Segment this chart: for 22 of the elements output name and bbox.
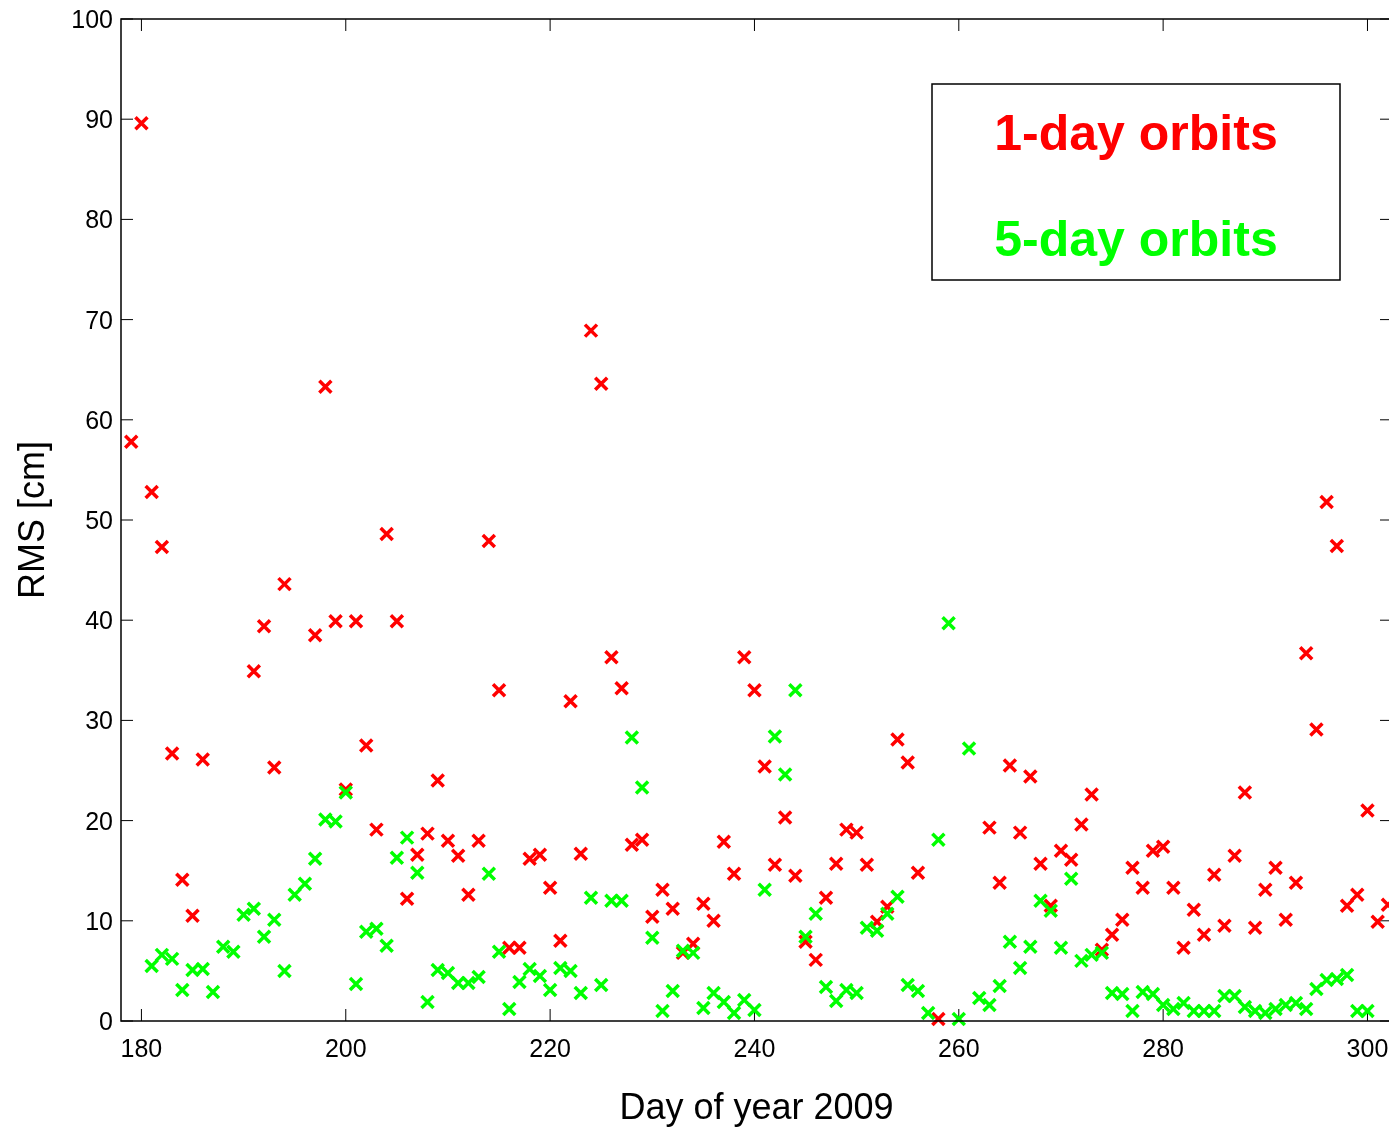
y-tick-label: 80 [85,205,113,234]
y-axis-title: RMS [cm] [11,441,52,599]
y-tick-label: 50 [85,506,113,534]
y-tick-label: 70 [85,305,113,334]
x-tick-label: 200 [324,1034,367,1062]
y-tick-label: 100 [71,5,113,33]
y-tick-label: 60 [85,405,113,434]
y-tick-label: 10 [85,906,113,935]
x-tick-label: 260 [937,1034,980,1062]
x-axis-title: Day of year 2009 [619,1086,894,1127]
x-tick-label: 300 [1346,1034,1389,1062]
y-tick-label: 0 [99,1007,113,1035]
x-tick-label: 180 [120,1034,163,1062]
y-tick-label: 20 [85,806,113,835]
y-tick-label: 30 [85,706,113,735]
y-tick-label: 40 [85,606,113,635]
text: 1-day orbits [994,105,1278,161]
x-tick-label: 280 [1142,1034,1184,1062]
y-tick-label: 90 [85,105,113,134]
x-tick-label: 220 [529,1034,571,1062]
text: 5-day orbits [994,211,1278,267]
x-tick-label: 240 [733,1034,776,1062]
